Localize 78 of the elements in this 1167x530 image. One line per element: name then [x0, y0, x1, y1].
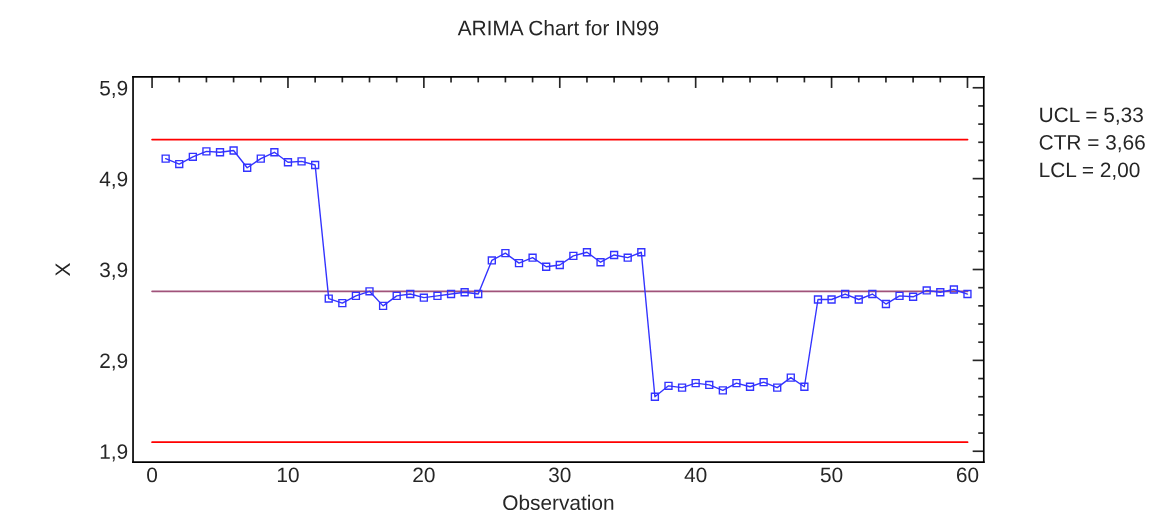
point: [419, 293, 429, 302]
point: [555, 260, 564, 270]
x-tick-label: 50: [820, 467, 843, 483]
point: [664, 381, 673, 390]
y-tick-label: 1,9: [100, 444, 128, 462]
point: [310, 160, 320, 170]
point: [881, 299, 891, 309]
point: [542, 262, 551, 271]
point: [569, 251, 578, 261]
point: [827, 295, 836, 304]
point: [800, 382, 809, 391]
point: [460, 288, 469, 297]
point: [406, 289, 415, 299]
point: [487, 256, 496, 265]
point: [338, 298, 347, 308]
point: [392, 291, 401, 301]
point: [705, 380, 714, 390]
text: CTR = 3,66: [1039, 135, 1145, 153]
point: [324, 294, 333, 303]
point: [582, 248, 592, 257]
point: [175, 159, 184, 169]
point: [528, 253, 537, 262]
point: [243, 163, 252, 172]
point: [446, 289, 456, 299]
text: LCL = 2,00: [1040, 162, 1140, 180]
x-axis-title: Observation: [503, 494, 614, 511]
y-axis-title: X: [55, 263, 70, 276]
point: [936, 288, 945, 297]
y-tick-label: 5,9: [100, 80, 128, 98]
point: [188, 152, 198, 161]
point: [596, 258, 605, 267]
point: [773, 383, 782, 392]
point: [922, 286, 931, 295]
point: [718, 386, 728, 395]
point: [840, 289, 850, 299]
point: [297, 157, 306, 166]
point: [161, 154, 170, 163]
point: [908, 292, 918, 301]
point: [270, 148, 279, 157]
point: [732, 378, 741, 388]
point: [378, 301, 388, 311]
point: [868, 289, 877, 299]
point: [677, 383, 687, 392]
x-tick-label: 10: [277, 467, 299, 483]
point: [433, 291, 442, 301]
x-tick-label: 0: [147, 467, 158, 483]
point: [623, 253, 632, 262]
point: [813, 295, 823, 304]
x-tick-label: 30: [548, 467, 571, 483]
point: [854, 295, 863, 304]
point: [202, 147, 211, 156]
point: [351, 291, 361, 301]
x-tick-label: 60: [956, 467, 979, 483]
point: [514, 258, 524, 268]
text: UCL = 5,33: [1040, 107, 1143, 125]
x-tick-label: 20: [413, 467, 435, 483]
y-tick-label: 4,9: [99, 171, 128, 189]
point: [786, 373, 795, 382]
y-tick-label: 2,9: [100, 353, 128, 371]
point: [256, 154, 265, 163]
x-tick-label: 40: [684, 467, 707, 483]
point: [215, 148, 225, 157]
point: [609, 250, 619, 260]
y-tick-label: 3,9: [100, 262, 128, 280]
point: [650, 392, 660, 401]
point: [963, 289, 972, 299]
point: [474, 289, 483, 299]
point: [895, 291, 904, 301]
point: [637, 248, 646, 257]
point: [759, 378, 768, 387]
point: [229, 146, 238, 155]
point: [283, 158, 293, 167]
point: [365, 287, 374, 296]
point: [691, 378, 700, 388]
chart-title: ARIMA Chart for IN99: [457, 20, 659, 36]
point: [745, 382, 755, 391]
point: [949, 285, 959, 294]
point: [501, 248, 510, 258]
